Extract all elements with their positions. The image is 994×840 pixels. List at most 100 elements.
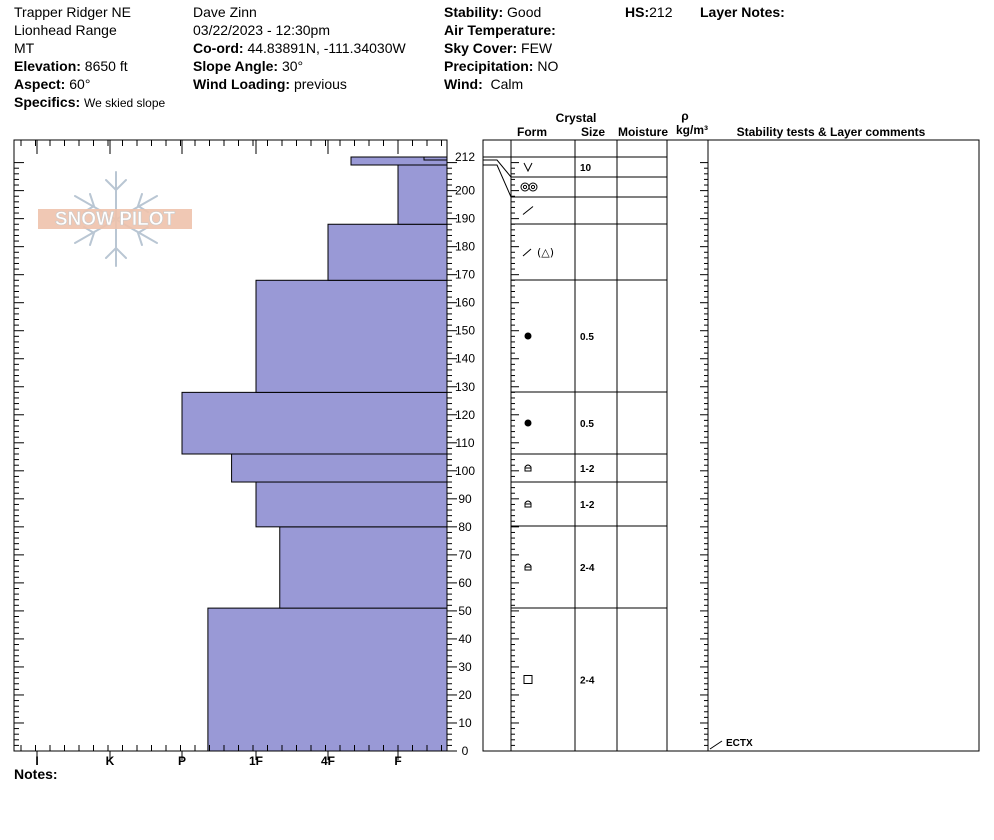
sky-value: FEW: [521, 40, 553, 56]
height-label: 200: [455, 184, 475, 198]
coord-row: Co-ord: 44.83891N, -111.34030W: [193, 39, 406, 57]
crust-icon: (△): [537, 246, 554, 259]
depth-hoar-icon: [524, 563, 532, 571]
specifics-label: Specifics:: [14, 94, 81, 110]
height-label: 120: [455, 408, 475, 422]
height-label: 30: [458, 660, 472, 674]
height-label: 100: [455, 464, 475, 478]
observer-name: Dave Zinn: [193, 4, 257, 20]
hardness-label: K: [106, 754, 115, 768]
test-label: ECTX: [726, 738, 753, 749]
grain-size-label: 2-4: [580, 563, 595, 574]
table-height-ticks: [511, 162, 708, 752]
layer-connector: [483, 159, 512, 178]
grain-size-label: 10: [580, 163, 592, 174]
specifics-value: We skied slope: [84, 96, 166, 110]
height-label: 90: [458, 492, 472, 506]
hardness-top-ticks: [20, 140, 442, 154]
windload-row: Wind Loading: previous: [193, 75, 347, 93]
hardness-bar: [327, 223, 448, 281]
hardness-label: 1F: [249, 754, 263, 768]
hardness-bar: [397, 164, 448, 225]
stability-tests: ECTX: [709, 738, 753, 750]
hs-label: HS:: [625, 4, 650, 20]
hs-value: 212: [649, 4, 673, 20]
airtemp-label: Air Temperature:: [444, 22, 556, 38]
wind-value: Calm: [490, 76, 524, 92]
depth-hoar-icon: [524, 500, 532, 508]
notes-label: Notes:: [14, 766, 58, 782]
height-label: 180: [455, 240, 475, 254]
height-label: 60: [458, 576, 472, 590]
slope-value: 30°: [281, 58, 304, 74]
specifics-row: Specifics: We skied slope: [14, 93, 165, 112]
height-axis: 0 10 20 30 40 50 60 70 80 90 100 110 120 130 140 150 160…: [14, 150, 475, 758]
slope-label: Slope Angle:: [193, 58, 279, 74]
sky-label: Sky Cover:: [444, 40, 518, 56]
hardness-bottom-ticks: [20, 745, 442, 760]
svg-text:SNOW PILOT: SNOW PILOT: [55, 209, 176, 230]
hardness-bar: [181, 391, 448, 455]
layer-connector: [483, 164, 512, 198]
hardness-bar: [279, 526, 448, 609]
stability-label: Stability:: [444, 4, 504, 20]
melt-form-icon: [530, 184, 536, 190]
grain-size-label: 0.5: [580, 419, 594, 430]
hardness-bar: [255, 481, 448, 528]
grain-size-label: 0.5: [580, 332, 594, 343]
state-name: MT: [14, 40, 35, 56]
precip-value: NO: [537, 58, 559, 74]
hardness-label: P: [178, 754, 186, 768]
rho-header: ρ: [681, 109, 688, 123]
melt-form-icon: [528, 182, 538, 192]
hardness-axis-labels: I K P 1F 4F F: [35, 754, 401, 768]
height-label: 160: [455, 296, 475, 310]
aspect-value: 60°: [69, 76, 91, 92]
hardness-bar: [207, 607, 448, 752]
hardness-bar-cap: [423, 156, 448, 161]
aspect-row: Aspect: 60°: [14, 75, 90, 93]
grain-table: Crystal Form Size Moisture ρ kg/m³ Stabi…: [482, 109, 980, 752]
windload-label: Wind Loading:: [193, 76, 291, 92]
sky-row: Sky Cover: FEW: [444, 39, 552, 57]
height-label: 150: [455, 324, 475, 338]
height-label: 110: [455, 436, 474, 450]
size-header: Size: [581, 125, 605, 139]
wind-label: Wind:: [444, 76, 483, 92]
grain-size-label: 2-4: [580, 676, 595, 687]
layer-notes-label: Layer Notes:: [700, 4, 785, 20]
elevation-value: 8650 ft: [84, 58, 128, 74]
hardness-bar: [255, 279, 448, 393]
height-label: 80: [458, 520, 472, 534]
height-label: 70: [458, 548, 472, 562]
moisture-header: Moisture: [618, 125, 668, 139]
airtemp-row: Air Temperature:: [444, 21, 556, 39]
height-label: 140: [455, 352, 475, 366]
hardness-label: I: [35, 754, 38, 768]
height-label: 170: [455, 268, 475, 282]
elevation-row: Elevation: 8650 ft: [14, 57, 128, 75]
hardness-bars: [181, 156, 448, 752]
precip-row: Precipitation: NO: [444, 57, 558, 75]
grain-rows: 2-4 2-4 1-2 1-2 0.5 0.5 (△) 10: [483, 156, 667, 687]
height-label: 40: [458, 632, 472, 646]
crystal-header: Crystal: [556, 111, 597, 125]
stability-row: Stability: Good: [444, 3, 541, 21]
elevation-label: Elevation:: [14, 58, 81, 74]
hardness-bar: [231, 453, 448, 483]
height-label: 0: [462, 744, 469, 758]
windload-value: previous: [293, 76, 347, 92]
stability-header: Stability tests & Layer comments: [737, 125, 926, 139]
height-label: 50: [458, 604, 472, 618]
surface-hoar-icon: [523, 162, 533, 173]
height-label: 130: [455, 380, 475, 394]
coord-label: Co-ord:: [193, 40, 244, 56]
snowpilot-logo: SNOW PILOT: [38, 171, 192, 267]
height-label: 10: [458, 716, 472, 730]
faceted-grain-icon: [523, 675, 533, 684]
grain-size-label: 1-2: [580, 500, 595, 511]
height-label: 190: [455, 212, 475, 226]
wind-row: Wind: Calm: [444, 75, 523, 93]
hardness-frame: [13, 139, 448, 752]
